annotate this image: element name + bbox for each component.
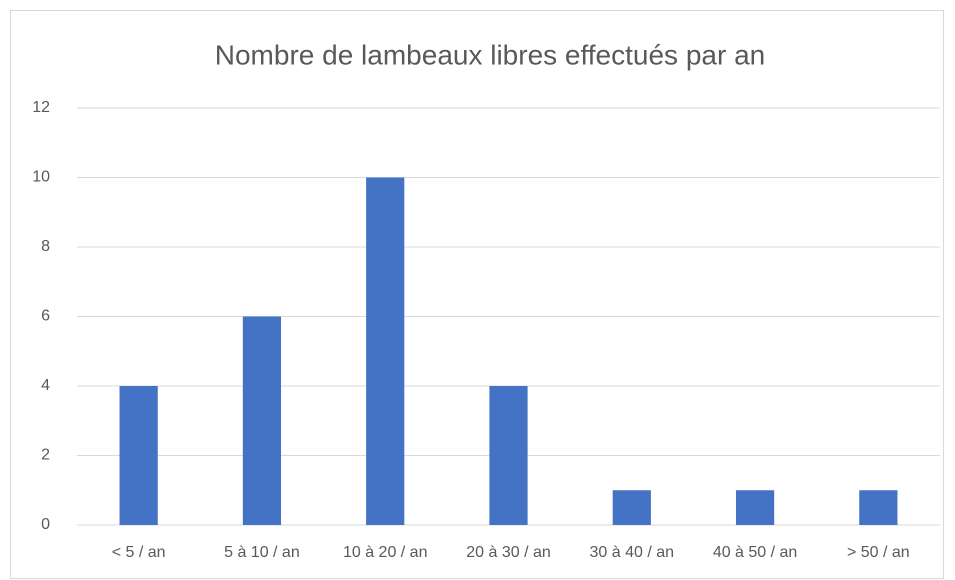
bar [735, 490, 775, 525]
y-tick-label: 4 [41, 377, 50, 394]
y-tick-label: 10 [32, 169, 50, 186]
bar [366, 177, 405, 525]
x-tick-label: 30 à 40 / an [590, 544, 675, 561]
y-tick-label: 6 [41, 308, 50, 325]
bar [489, 386, 528, 525]
y-tick-label: 0 [41, 516, 50, 533]
bar [612, 490, 651, 525]
x-tick-label: 10 à 20 / an [343, 544, 428, 561]
y-tick-label: 2 [41, 447, 50, 464]
x-tick-label: 5 à 10 / an [224, 544, 300, 561]
y-tick-label: 8 [41, 238, 50, 255]
chart-title: Nombre de lambeaux libres effectués par … [215, 39, 765, 70]
chart-border [10, 10, 944, 579]
x-tick-label: > 50 / an [847, 544, 910, 561]
x-tick-label: 20 à 30 / an [466, 544, 551, 561]
bar [119, 386, 158, 525]
bar [859, 490, 898, 525]
x-tick-label: < 5 / an [112, 544, 166, 561]
y-tick-label: 12 [32, 99, 50, 116]
x-tick-label: 40 à 50 / an [713, 544, 798, 561]
bar [242, 316, 282, 525]
